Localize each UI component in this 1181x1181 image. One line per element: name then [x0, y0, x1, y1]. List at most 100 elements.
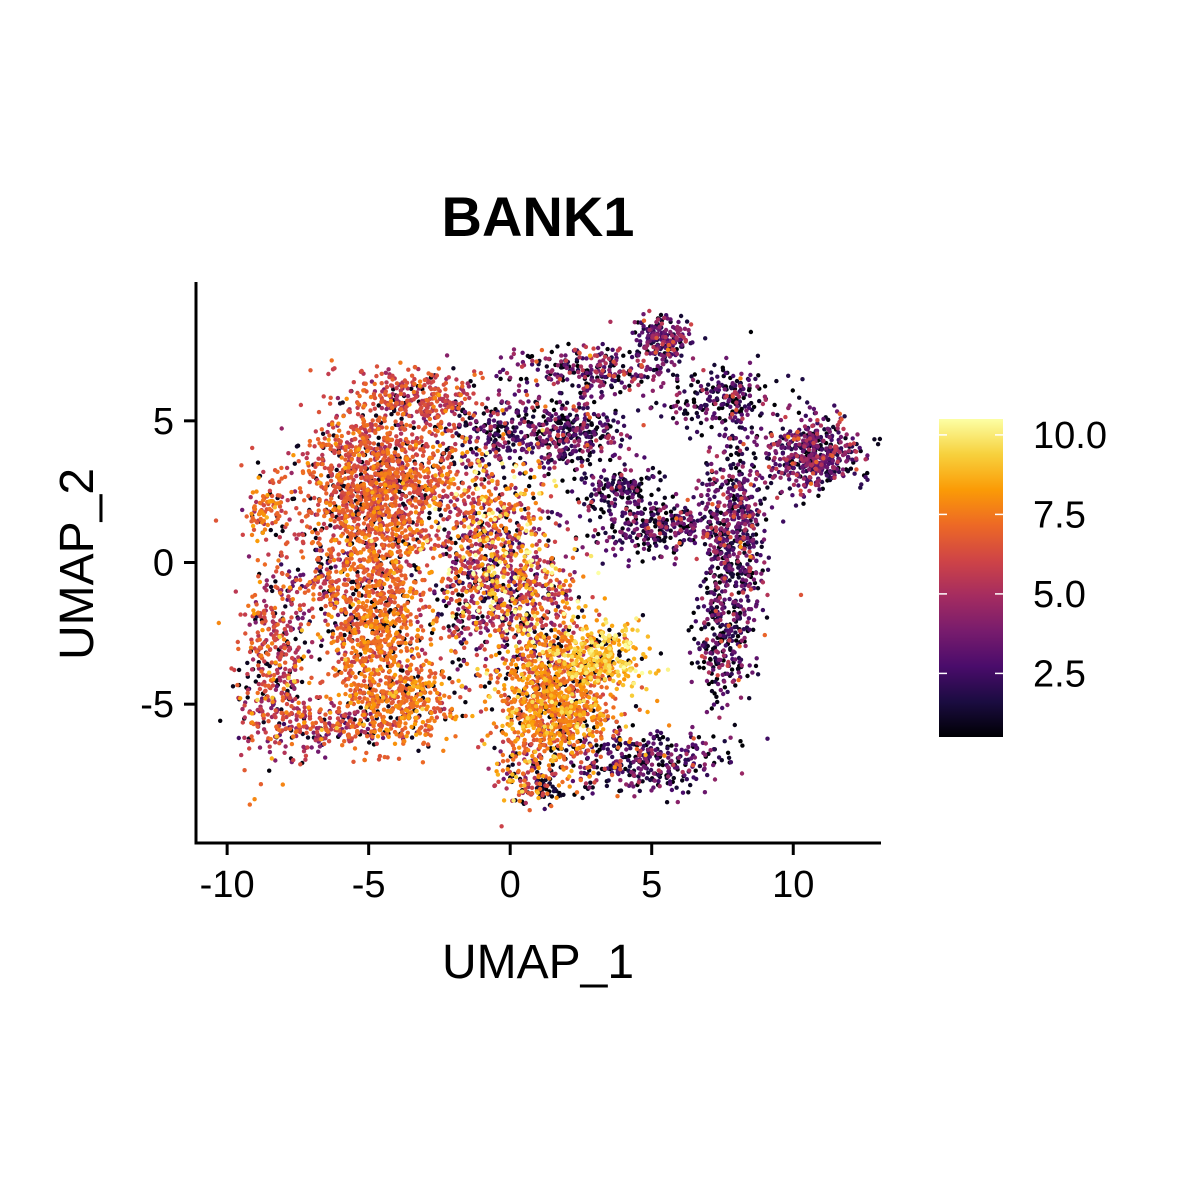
scatter-point: [553, 425, 559, 431]
scatter-point: [863, 457, 868, 462]
scatter-point: [843, 450, 848, 455]
scatter-point: [351, 591, 356, 597]
scatter-point: [626, 527, 631, 532]
scatter-point: [551, 788, 557, 794]
scatter-point: [723, 643, 728, 648]
scatter-point: [331, 703, 336, 708]
scatter-point: [384, 406, 389, 412]
scatter-point: [634, 453, 639, 458]
scatter-point: [564, 400, 570, 405]
scatter-point: [664, 525, 669, 530]
scatter-point: [317, 657, 322, 662]
scatter-point: [602, 495, 608, 500]
scatter-point: [649, 492, 654, 498]
scatter-point: [725, 702, 730, 708]
scatter-point: [730, 381, 735, 386]
scatter-point: [564, 445, 569, 450]
scatter-point: [641, 312, 646, 317]
scatter-point: [702, 625, 708, 630]
scatter-point: [487, 432, 493, 437]
scatter-point: [722, 739, 727, 744]
scatter-point: [620, 526, 625, 531]
scatter-point: [699, 626, 704, 632]
scatter-point: [473, 419, 479, 424]
scatter-point: [264, 588, 269, 593]
scatter-point: [584, 370, 589, 375]
scatter-point: [704, 570, 709, 576]
scatter-point: [807, 436, 813, 441]
scatter-point: [254, 499, 259, 505]
scatter-point: [278, 678, 283, 683]
scatter-point: [618, 432, 624, 437]
scatter-point: [604, 538, 610, 544]
scatter-point: [691, 610, 696, 615]
scatter-point: [631, 519, 636, 524]
scatter-point: [687, 531, 693, 537]
scatter-point: [444, 603, 449, 609]
scatter-point: [636, 382, 641, 388]
scatter-point: [675, 385, 680, 390]
scatter-point: [616, 480, 622, 485]
scatter-point: [779, 470, 784, 476]
scatter-point: [732, 599, 738, 605]
scatter-point: [711, 549, 717, 554]
scatter-point: [635, 408, 641, 413]
scatter-point: [625, 490, 630, 496]
scatter-point: [663, 335, 668, 340]
scatter-point: [745, 412, 750, 417]
scatter-point: [680, 769, 685, 775]
scatter-point: [717, 531, 723, 537]
scatter-point: [733, 683, 738, 688]
scatter-point: [711, 762, 716, 768]
scatter-point: [635, 550, 640, 555]
scatter-point: [730, 529, 735, 534]
scatter-point: [450, 660, 455, 665]
scatter-point: [463, 423, 468, 428]
scatter-point: [739, 638, 744, 643]
scatter-point: [741, 607, 746, 612]
scatter-point: [552, 622, 557, 628]
scatter-point: [268, 527, 273, 533]
scatter-point: [592, 487, 597, 492]
scatter-point: [717, 595, 722, 600]
scatter-point: [770, 475, 776, 480]
scatter-point: [838, 440, 843, 445]
scatter-point: [629, 354, 635, 360]
scatter-point: [815, 444, 821, 449]
scatter-point: [626, 520, 631, 525]
scatter-point: [648, 406, 653, 411]
scatter-point: [273, 687, 279, 692]
scatter-point: [569, 760, 574, 765]
scatter-point: [456, 607, 461, 612]
scatter-point: [764, 615, 770, 620]
scatter-point: [675, 799, 680, 805]
scatter-point: [662, 315, 667, 321]
scatter-point: [621, 414, 626, 420]
scatter-point: [684, 777, 689, 782]
scatter-point: [586, 504, 591, 509]
scatter-point: [313, 535, 319, 541]
scatter-point: [596, 487, 601, 492]
scatter-point: [786, 465, 792, 471]
scatter-point: [670, 416, 676, 421]
scatter-point: [706, 449, 711, 454]
scatter-point: [728, 463, 733, 468]
scatter-point: [728, 735, 733, 740]
scatter-point: [268, 584, 274, 590]
scatter-point: [473, 541, 479, 547]
scatter-point: [668, 781, 673, 787]
scatter-point: [800, 449, 806, 454]
scatter-point: [594, 752, 599, 758]
scatter-point: [742, 522, 748, 527]
scatter-point: [692, 404, 697, 409]
scatter-point: [683, 760, 688, 766]
scatter-point: [736, 575, 741, 580]
scatter-point: [747, 360, 753, 365]
scatter-point: [721, 467, 726, 473]
scatter-point: [674, 351, 680, 357]
scatter-point: [494, 373, 499, 379]
scatter-point: [665, 765, 671, 770]
scatter-point: [547, 430, 552, 436]
scatter-point: [695, 414, 701, 419]
scatter-point: [552, 440, 557, 446]
